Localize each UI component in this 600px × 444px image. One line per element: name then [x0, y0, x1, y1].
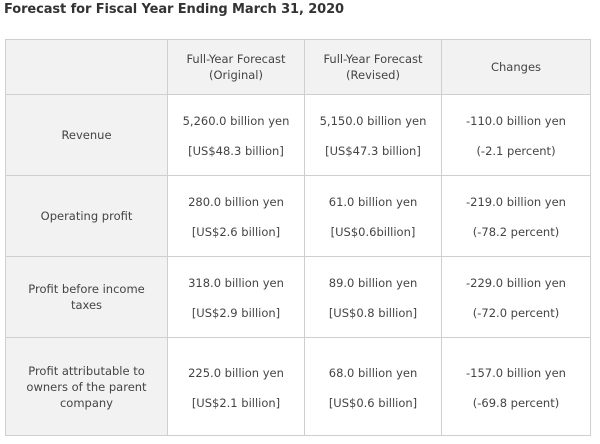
header-line: Full-Year Forecast	[323, 52, 423, 66]
value-yen: 280.0 billion yen	[188, 195, 284, 209]
table-row: Revenue 5,260.0 billion yen [US$48.3 bil…	[5, 94, 591, 176]
value-yen: -219.0 billion yen	[466, 195, 566, 209]
cell-revised: 61.0 billion yen [US$0.6billion]	[304, 175, 442, 257]
cell-change: -229.0 billion yen (-72.0 percent)	[441, 256, 591, 338]
value-yen: -229.0 billion yen	[466, 276, 566, 290]
value-usd: [US$0.6billion]	[330, 225, 416, 239]
value-yen: 61.0 billion yen	[328, 195, 418, 209]
row-label-line: Profit attributable to	[28, 363, 145, 378]
value-usd: [US$48.3 billion]	[188, 144, 284, 158]
value-percent: (-78.2 percent)	[472, 225, 560, 239]
cell-revised: 68.0 billion yen [US$0.6 billion]	[304, 337, 442, 436]
value-yen: -157.0 billion yen	[466, 365, 566, 380]
header-line: (Original)	[209, 68, 263, 82]
header-corner-cell	[5, 39, 168, 95]
value-yen: 89.0 billion yen	[328, 276, 418, 290]
value-usd: [US$2.9 billion]	[191, 306, 281, 320]
value-yen: 318.0 billion yen	[188, 276, 284, 290]
value-usd: [US$2.6 billion]	[191, 225, 281, 239]
cell-original: 318.0 billion yen [US$2.9 billion]	[167, 256, 305, 338]
value-percent: (-69.8 percent)	[472, 395, 560, 410]
value-yen: 5,150.0 billion yen	[319, 114, 427, 128]
header-revised-forecast: Full-Year Forecast (Revised)	[304, 39, 442, 95]
value-percent: (-2.1 percent)	[476, 144, 556, 158]
cell-original: 5,260.0 billion yen [US$48.3 billion]	[167, 94, 305, 176]
row-label-line: company	[59, 395, 113, 410]
value-usd: [US$0.8 billion]	[328, 306, 418, 320]
table-header-row: Full-Year Forecast (Original) Full-Year …	[5, 39, 591, 95]
cell-original: 225.0 billion yen [US$2.1 billion]	[167, 337, 305, 436]
forecast-table: Full-Year Forecast (Original) Full-Year …	[5, 39, 591, 436]
row-label-line: owners of the parent	[26, 379, 147, 394]
row-label-operating-profit: Operating profit	[5, 175, 168, 257]
value-yen: 225.0 billion yen	[188, 365, 284, 380]
value-percent: (-72.0 percent)	[472, 306, 560, 320]
row-label-line: Profit before income	[28, 282, 145, 296]
header-changes: Changes	[441, 39, 591, 95]
table-row: Profit attributable to owners of the par…	[5, 337, 591, 436]
row-label-line: Operating profit	[40, 209, 133, 223]
value-yen: -110.0 billion yen	[466, 114, 566, 128]
page-title: Forecast for Fiscal Year Ending March 31…	[4, 2, 345, 17]
table-row: Operating profit 280.0 billion yen [US$2…	[5, 175, 591, 257]
value-yen: 68.0 billion yen	[328, 365, 418, 380]
cell-revised: 89.0 billion yen [US$0.8 billion]	[304, 256, 442, 338]
row-label-profit-before-taxes: Profit before income taxes	[5, 256, 168, 338]
header-line: (Revised)	[346, 68, 400, 82]
header-line: Full-Year Forecast	[186, 52, 286, 66]
cell-change: -110.0 billion yen (-2.1 percent)	[441, 94, 591, 176]
value-yen: 5,260.0 billion yen	[182, 114, 290, 128]
cell-change: -219.0 billion yen (-78.2 percent)	[441, 175, 591, 257]
cell-revised: 5,150.0 billion yen [US$47.3 billion]	[304, 94, 442, 176]
row-label-line: Revenue	[61, 128, 112, 142]
table-row: Profit before income taxes 318.0 billion…	[5, 256, 591, 338]
row-label-revenue: Revenue	[5, 94, 168, 176]
header-original-forecast: Full-Year Forecast (Original)	[167, 39, 305, 95]
value-usd: [US$0.6 billion]	[328, 395, 418, 410]
row-label-line: taxes	[70, 298, 103, 312]
value-usd: [US$2.1 billion]	[191, 395, 281, 410]
cell-original: 280.0 billion yen [US$2.6 billion]	[167, 175, 305, 257]
header-line: Changes	[490, 60, 542, 74]
row-label-profit-attributable: Profit attributable to owners of the par…	[5, 337, 168, 436]
cell-change: -157.0 billion yen (-69.8 percent)	[441, 337, 591, 436]
value-usd: [US$47.3 billion]	[325, 144, 421, 158]
